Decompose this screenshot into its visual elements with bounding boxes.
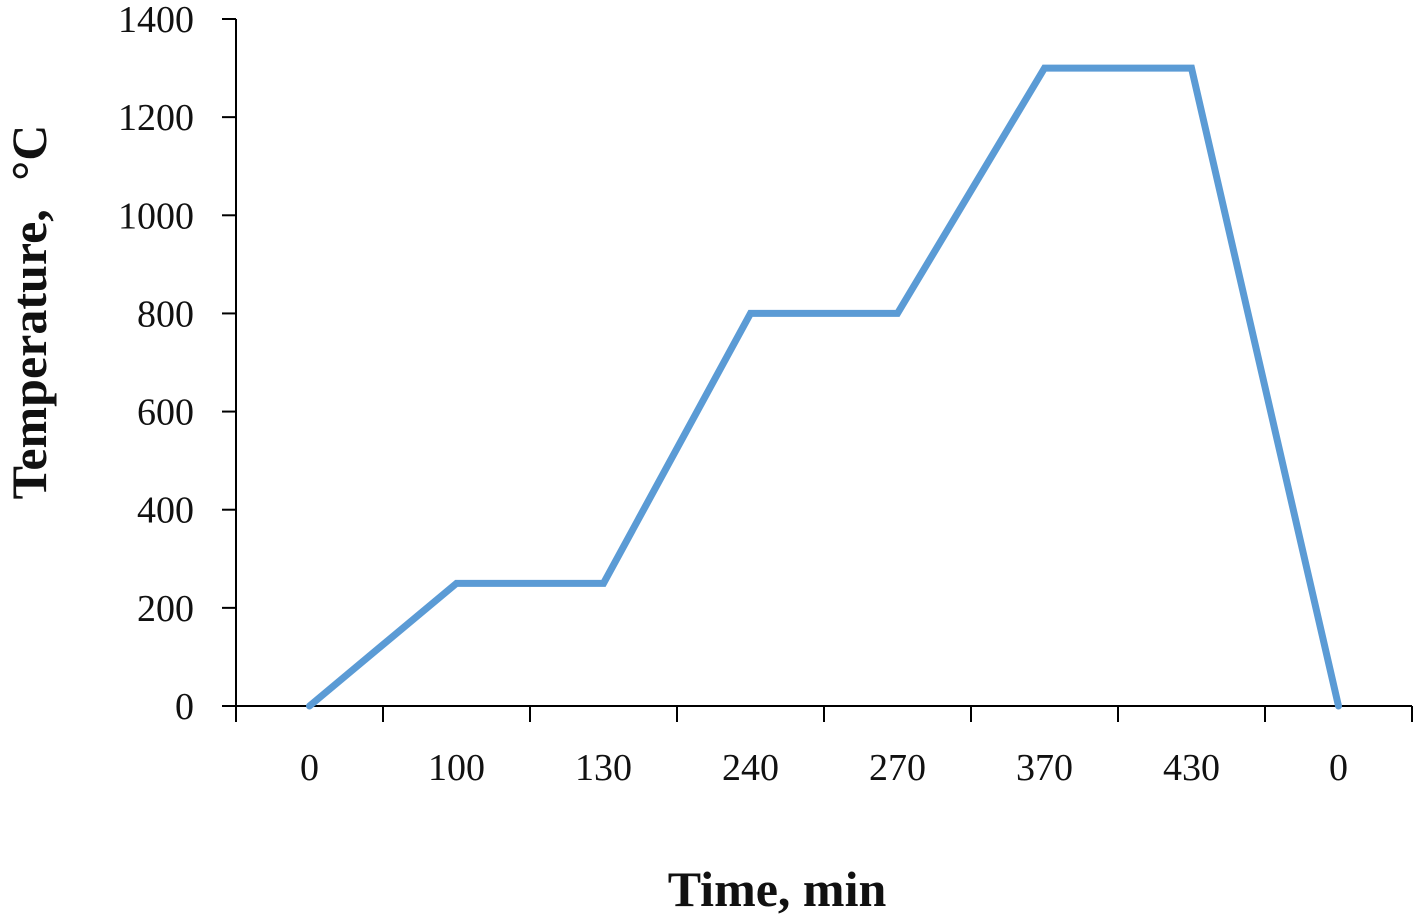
series-layer	[306, 64, 1342, 710]
y-tick-label: 600	[137, 392, 194, 434]
y-tick-label: 800	[137, 293, 194, 335]
x-tick-label: 0	[1329, 747, 1348, 789]
y-axis-title-text: Temperature,	[1, 209, 57, 499]
x-axis-title: Time, min	[668, 861, 887, 917]
x-tick-label: 0	[300, 747, 319, 789]
series-line	[306, 64, 1342, 710]
x-tick-label: 100	[428, 747, 485, 789]
y-tick-label: 1200	[118, 97, 194, 139]
x-axis-ticks: 0 100 130 240 270 370 430 0	[235, 706, 1413, 789]
y-tick-label: 0	[175, 686, 194, 728]
y-tick-label: 1400	[118, 0, 194, 41]
y-tick-label: 1000	[118, 195, 194, 237]
x-tick-label: 370	[1016, 747, 1073, 789]
y-axis-title-unit: °C	[1, 125, 57, 181]
x-tick-label: 130	[575, 747, 632, 789]
y-axis-title: Temperature, °C	[1, 125, 57, 500]
x-tick-label: 430	[1163, 747, 1220, 789]
y-axis-ticks: 0 200 400 600 800 1000 1200 1400	[118, 0, 236, 728]
y-tick-label: 400	[137, 490, 194, 532]
y-tick-label: 200	[137, 588, 194, 630]
x-tick-label: 270	[869, 747, 926, 789]
x-tick-label: 240	[722, 747, 779, 789]
